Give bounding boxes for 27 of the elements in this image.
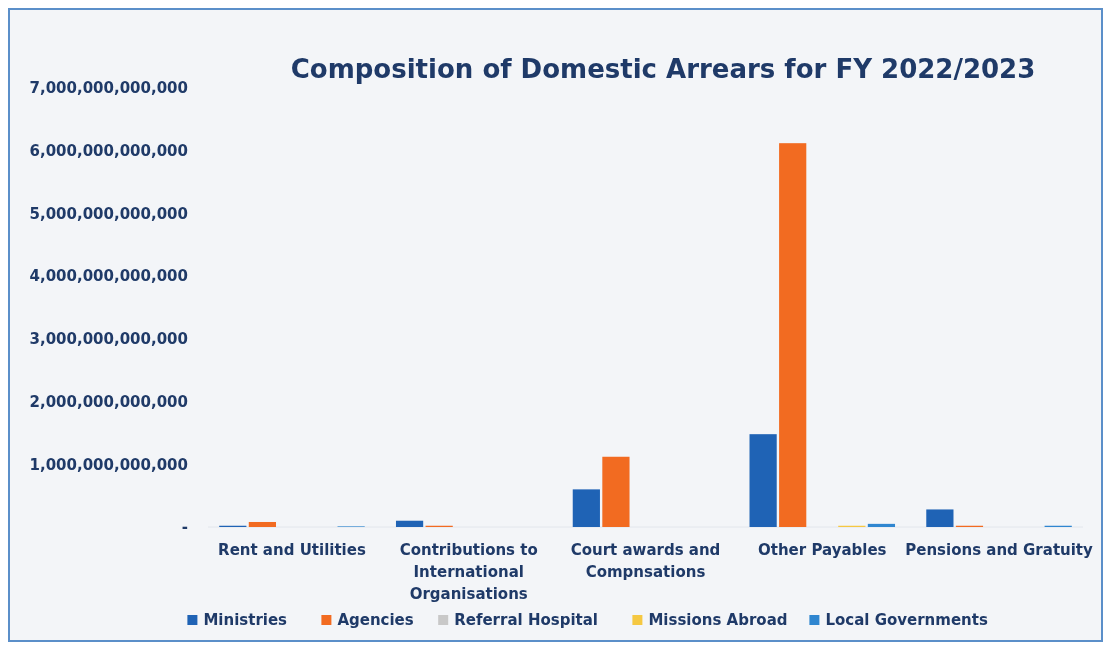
x-tick-label: Rent and Utilities (218, 541, 366, 559)
chart-title: Composition of Domestic Arrears for FY 2022/2023 (290, 54, 1036, 84)
legend-label: Agencies (337, 611, 414, 630)
bar (395, 520, 424, 527)
x-tick-label: Pensions and Gratuity (905, 541, 1094, 559)
y-tick-label: 4,000,000,000,000 (29, 267, 188, 286)
legend-label: Local Governments (825, 611, 988, 630)
x-tick-label: Other Payables (758, 541, 887, 559)
bar (779, 143, 807, 527)
bar (248, 521, 276, 527)
bar (572, 489, 600, 527)
y-tick-label: 5,000,000,000,000 (29, 204, 188, 223)
bar (749, 434, 777, 527)
y-tick-label: - (181, 518, 188, 537)
y-tick-label: 7,000,000,000,000 (29, 79, 188, 98)
y-tick-label: 3,000,000,000,000 (29, 330, 188, 349)
bar (867, 523, 896, 527)
bar (602, 456, 630, 527)
y-tick-label: 2,000,000,000,000 (29, 392, 188, 411)
legend-label: Missions Abroad (648, 611, 788, 630)
x-tick-label: Contributions to International Organisations (399, 541, 538, 603)
y-tick-label: 1,000,000,000,000 (29, 455, 188, 474)
bar (926, 509, 954, 527)
x-tick-label: Court awards and Compnsations (570, 541, 721, 581)
legend-label: Referral Hospital (454, 611, 599, 630)
y-tick-label: 6,000,000,000,000 (29, 141, 188, 160)
legend-label: Ministries (203, 611, 288, 630)
